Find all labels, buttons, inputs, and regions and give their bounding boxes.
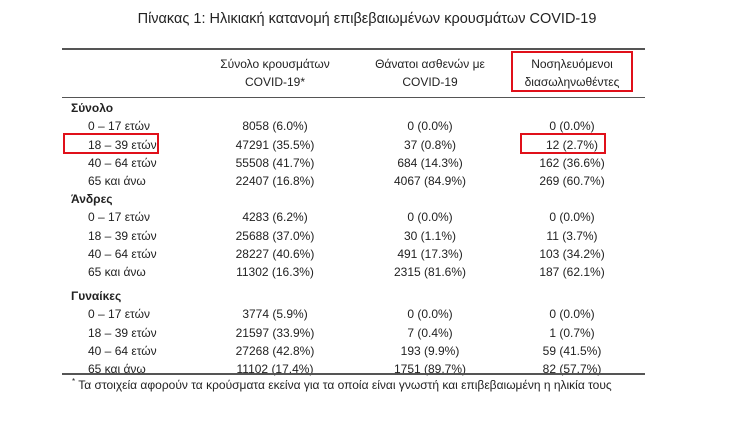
- cases-value: 47291 (35.5%): [235, 137, 315, 152]
- table-row: 65 και άνω 11102 (17.4%) 1751 (89.7%) 82 (5…: [62, 360, 645, 378]
- highlight-box-row-label: [63, 133, 159, 154]
- intubated-value: 0 (0.0%): [549, 119, 595, 134]
- cases-value: 4283 (6.2%): [242, 210, 308, 225]
- header-intubated: Νοσηλευόμενοι διασωληνωθέντες: [502, 55, 642, 91]
- deaths-value: 1751 (89.7%): [393, 362, 467, 377]
- cases-value: 55508 (41.7%): [235, 155, 315, 170]
- intubated-value: 1 (0.7%): [549, 325, 595, 340]
- table-title: Πίνακας 1: Ηλικιακή κατανομή επιβεβαιωμέ…: [137, 11, 597, 27]
- section-label: Γυναίκες: [71, 289, 122, 303]
- header-rule: [62, 97, 645, 98]
- deaths-value: 2315 (81.6%): [393, 265, 467, 280]
- section-header: Σύνολο: [62, 99, 645, 117]
- intubated-value: 0 (0.0%): [549, 307, 595, 322]
- intubated-value: 11 (3.7%): [546, 228, 598, 243]
- intubated-value: 103 (34.2%): [539, 246, 605, 261]
- age-group-label: 40 – 64 ετών: [88, 343, 157, 358]
- age-group-label: 65 και άνω: [88, 362, 146, 377]
- footnote: * Τα στοιχεία αφορούν τα κρούσματα εκείν…: [72, 377, 612, 392]
- deaths-value: 4067 (84.9%): [393, 174, 467, 189]
- table-row: 65 και άνω 11302 (16.3%) 2315 (81.6%) 187 (…: [62, 263, 645, 281]
- table-row: 18 – 39 ετών 25688 (37.0%) 30 (1.1%) 11 (3.…: [62, 227, 645, 245]
- intubated-value: 269 (60.7%): [539, 174, 605, 189]
- intubated-value: 12 (2.7%): [545, 137, 599, 152]
- header-total-cases: Σύνολο κρουσμάτων COVID-19*: [205, 55, 345, 91]
- cases-value: 28227 (40.6%): [235, 246, 315, 261]
- bottom-rule: [62, 373, 645, 375]
- header-line: COVID-19: [402, 75, 458, 89]
- cases-value: 11302 (16.3%): [236, 265, 314, 280]
- section-label: Άνδρες: [71, 192, 113, 206]
- deaths-value: 684 (14.3%): [397, 155, 463, 170]
- deaths-value: 30 (1.1%): [403, 228, 457, 243]
- section-label: Σύνολο: [71, 101, 114, 115]
- header-line: Νοσηλευόμενοι: [531, 57, 613, 71]
- deaths-value: 0 (0.0%): [407, 119, 453, 134]
- age-group-label: 0 – 17 ετών: [88, 210, 150, 225]
- age-group-label: 0 – 17 ετών: [88, 307, 150, 322]
- footnote-mark: *: [72, 377, 76, 386]
- header-line: διασωληνωθέντες: [524, 75, 620, 89]
- cases-value: 3774 (5.9%): [242, 307, 308, 322]
- header-line: Σύνολο κρουσμάτων: [220, 57, 330, 71]
- intubated-value: 187 (62.1%): [539, 265, 605, 280]
- table-row: 0 – 17 ετών 4283 (6.2%) 0 (0.0%) 0 (0.0%): [62, 208, 645, 226]
- top-rule: [62, 48, 645, 50]
- deaths-value: 7 (0.4%): [407, 325, 453, 340]
- age-group-label: 65 και άνω: [88, 174, 146, 189]
- deaths-value: 0 (0.0%): [407, 307, 453, 322]
- intubated-value: 82 (57.7%): [542, 362, 602, 377]
- cases-value: 11102 (17.4%): [236, 362, 314, 377]
- table-row: 40 – 64 ετών 55508 (41.7%) 684 (14.3%) 162 …: [62, 154, 645, 172]
- age-group-label: 18 – 39 ετών: [88, 325, 157, 340]
- highlight-box-value: [520, 133, 606, 154]
- age-group-label: 18 – 39 ετών: [88, 137, 157, 152]
- section-header: Άνδρες: [62, 190, 645, 208]
- intubated-value: 59 (41.5%): [542, 343, 602, 358]
- highlight-box-header: [511, 51, 633, 92]
- age-group-label: 40 – 64 ετών: [88, 246, 157, 261]
- table-row: 40 – 64 ετών 27268 (42.8%) 193 (9.9%) 59 (4…: [62, 342, 645, 360]
- table-row: 0 – 17 ετών 8058 (6.0%) 0 (0.0%) 0 (0.0%): [62, 117, 645, 135]
- deaths-value: 491 (17.3%): [397, 246, 463, 261]
- deaths-value: 0 (0.0%): [407, 210, 453, 225]
- cases-value: 21597 (33.9%): [235, 325, 315, 340]
- age-group-label: 0 – 17 ετών: [88, 119, 150, 134]
- table-row: 0 – 17 ετών 3774 (5.9%) 0 (0.0%) 0 (0.0%): [62, 305, 645, 323]
- table-row: 40 – 64 ετών 28227 (40.6%) 491 (17.3%) 103 …: [62, 245, 645, 263]
- intubated-value: 162 (36.6%): [539, 155, 605, 170]
- intubated-value: 0 (0.0%): [549, 210, 595, 225]
- cases-value: 8058 (6.0%): [242, 119, 308, 134]
- table-row: 65 και άνω 22407 (16.8%) 4067 (84.9%) 269 (…: [62, 172, 645, 190]
- age-group-label: 40 – 64 ετών: [88, 155, 157, 170]
- table-row: 18 – 39 ετών 21597 (33.9%) 7 (0.4%) 1 (0.7%…: [62, 324, 645, 342]
- footnote-text: Τα στοιχεία αφορούν τα κρούσματα εκείνα …: [78, 378, 612, 392]
- section-header: Γυναίκες: [62, 287, 645, 305]
- table-row: 18 – 39 ετών 47291 (35.5%) 37 (0.8%) 12 (2.…: [62, 136, 645, 154]
- deaths-value: 37 (0.8%): [403, 137, 457, 152]
- age-group-label: 65 και άνω: [88, 265, 146, 280]
- cases-value: 25688 (37.0%): [235, 228, 315, 243]
- age-group-label: 18 – 39 ετών: [88, 228, 157, 243]
- header-line: COVID-19*: [244, 75, 306, 89]
- deaths-value: 193 (9.9%): [400, 343, 460, 358]
- cases-value: 22407 (16.8%): [235, 174, 315, 189]
- cases-value: 27268 (42.8%): [235, 343, 315, 358]
- header-line: Θάνατοι ασθενών με: [375, 57, 485, 71]
- header-deaths: Θάνατοι ασθενών με COVID-19: [360, 55, 500, 91]
